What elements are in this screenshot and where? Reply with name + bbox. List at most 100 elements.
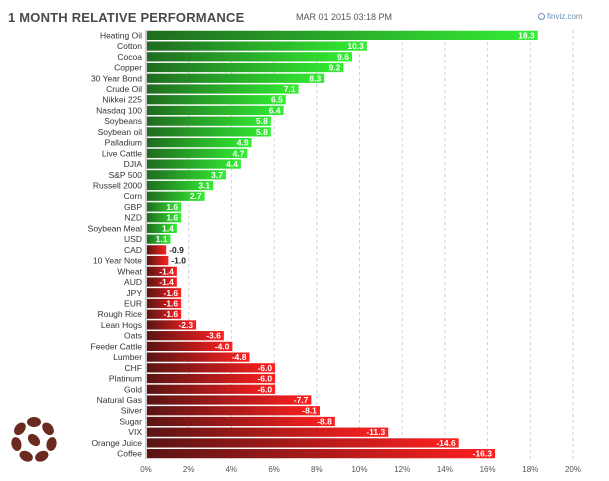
logo-icon bbox=[11, 417, 57, 462]
category-label: AUD bbox=[124, 277, 142, 287]
bar[interactable] bbox=[147, 245, 167, 255]
bar[interactable] bbox=[147, 288, 182, 298]
bar[interactable] bbox=[147, 266, 177, 276]
logo-bean bbox=[27, 417, 41, 427]
category-label: Crude Oil bbox=[106, 84, 142, 94]
bar-value-label: 4.4 bbox=[226, 159, 238, 169]
bar-value-label: 1.6 bbox=[166, 213, 178, 223]
category-label: Wheat bbox=[117, 266, 142, 276]
bar-value-label: -1.4 bbox=[159, 277, 174, 287]
bar[interactable] bbox=[147, 309, 182, 319]
bar[interactable] bbox=[147, 352, 250, 362]
category-label: Soybeans bbox=[104, 116, 142, 126]
bar[interactable] bbox=[147, 191, 205, 201]
bar[interactable] bbox=[147, 255, 169, 266]
bar[interactable] bbox=[147, 170, 226, 180]
bar[interactable] bbox=[147, 427, 389, 437]
x-tick-label: 6% bbox=[268, 465, 280, 474]
x-tick-label: 10% bbox=[351, 465, 367, 474]
bar[interactable] bbox=[147, 438, 459, 448]
category-label: JPY bbox=[126, 288, 142, 298]
category-label: Orange Juice bbox=[91, 438, 142, 448]
category-label: CHF bbox=[125, 363, 142, 373]
category-label: Soybean Meal bbox=[88, 223, 142, 233]
brand-icon bbox=[538, 13, 545, 21]
category-label: Rough Rice bbox=[98, 309, 143, 319]
bar-value-label: 18.3 bbox=[518, 30, 535, 40]
category-label: Silver bbox=[121, 406, 142, 416]
category-label: Palladium bbox=[105, 138, 142, 148]
bar[interactable] bbox=[147, 138, 252, 148]
logo-bean bbox=[27, 433, 41, 447]
bar[interactable] bbox=[147, 159, 241, 169]
bar[interactable] bbox=[147, 331, 224, 341]
logo-bean bbox=[19, 450, 33, 462]
timestamp: MAR 01 2015 03:18 PM bbox=[296, 12, 393, 22]
bar-value-label: -6.0 bbox=[257, 384, 272, 394]
category-label: Cocoa bbox=[117, 52, 142, 62]
logo-ring bbox=[11, 417, 57, 462]
bar[interactable] bbox=[147, 416, 335, 427]
bar-value-label: -8.1 bbox=[302, 406, 317, 416]
bar-value-label: 3.1 bbox=[198, 181, 210, 191]
category-label: Soybean oil bbox=[98, 127, 143, 137]
category-label: Live Cattle bbox=[102, 148, 142, 158]
bar-value-label: -3.6 bbox=[206, 331, 221, 341]
bar-value-label: -7.7 bbox=[294, 395, 309, 405]
bar[interactable] bbox=[147, 105, 284, 116]
bar[interactable] bbox=[147, 213, 182, 223]
category-label: Natural Gas bbox=[97, 395, 142, 405]
bar[interactable] bbox=[147, 52, 352, 62]
bar[interactable] bbox=[147, 30, 538, 40]
bar[interactable] bbox=[147, 223, 177, 234]
bar[interactable] bbox=[147, 41, 367, 51]
bars-layer: 18.310.39.69.28.37.16.56.45.85.84.94.74.… bbox=[147, 30, 538, 459]
chart-title: 1 MONTH RELATIVE PERFORMANCE bbox=[8, 10, 245, 25]
x-tick-label: 18% bbox=[522, 465, 538, 474]
bar[interactable] bbox=[147, 62, 344, 73]
category-label: USD bbox=[124, 234, 142, 244]
bar-value-label: -6.0 bbox=[257, 363, 272, 373]
logo-bean bbox=[14, 422, 26, 436]
x-tick-label: 14% bbox=[437, 465, 453, 474]
category-label: Sugar bbox=[119, 416, 142, 426]
bar[interactable] bbox=[147, 127, 271, 137]
bar[interactable] bbox=[147, 95, 286, 105]
bar-value-label: 5.8 bbox=[256, 127, 268, 137]
bar[interactable] bbox=[147, 148, 248, 158]
bar-value-label: -2.3 bbox=[178, 320, 193, 330]
bar[interactable] bbox=[147, 341, 233, 351]
bar[interactable] bbox=[147, 277, 177, 287]
bar[interactable] bbox=[147, 202, 182, 212]
bar[interactable] bbox=[147, 180, 214, 191]
x-tick-label: 0% bbox=[140, 465, 152, 474]
category-label: GBP bbox=[124, 202, 142, 212]
bar-value-label: -8.8 bbox=[317, 416, 332, 426]
bar-value-label: -14.6 bbox=[436, 438, 456, 448]
category-label: Oats bbox=[124, 331, 142, 341]
bar-value-label: -0.9 bbox=[169, 245, 184, 255]
bar[interactable] bbox=[147, 406, 320, 416]
bar[interactable] bbox=[147, 363, 276, 373]
bar[interactable] bbox=[147, 320, 197, 330]
bar[interactable] bbox=[147, 384, 276, 394]
logo-bean bbox=[11, 437, 22, 451]
category-label: Gold bbox=[124, 384, 142, 394]
bar[interactable] bbox=[147, 116, 271, 126]
bar[interactable] bbox=[147, 298, 182, 309]
brand-link[interactable]: finviz.com bbox=[538, 12, 583, 21]
x-axis-ticks: 0% 2% 4% 6% 8% 10% 12% 14% 16% 18% 20% bbox=[140, 465, 581, 474]
bar[interactable] bbox=[147, 84, 299, 94]
bar[interactable] bbox=[147, 373, 276, 384]
bar[interactable] bbox=[147, 234, 171, 244]
logo-bean bbox=[42, 422, 54, 436]
bar-value-label: -11.3 bbox=[366, 427, 385, 437]
category-label: Heating Oil bbox=[100, 30, 142, 40]
bar-value-label: 1.6 bbox=[166, 202, 178, 212]
bar-value-label: 3.7 bbox=[211, 170, 223, 180]
bar[interactable] bbox=[147, 449, 496, 459]
bar[interactable] bbox=[147, 395, 312, 405]
bar[interactable] bbox=[147, 73, 325, 83]
bar-value-label: 6.5 bbox=[271, 95, 283, 105]
